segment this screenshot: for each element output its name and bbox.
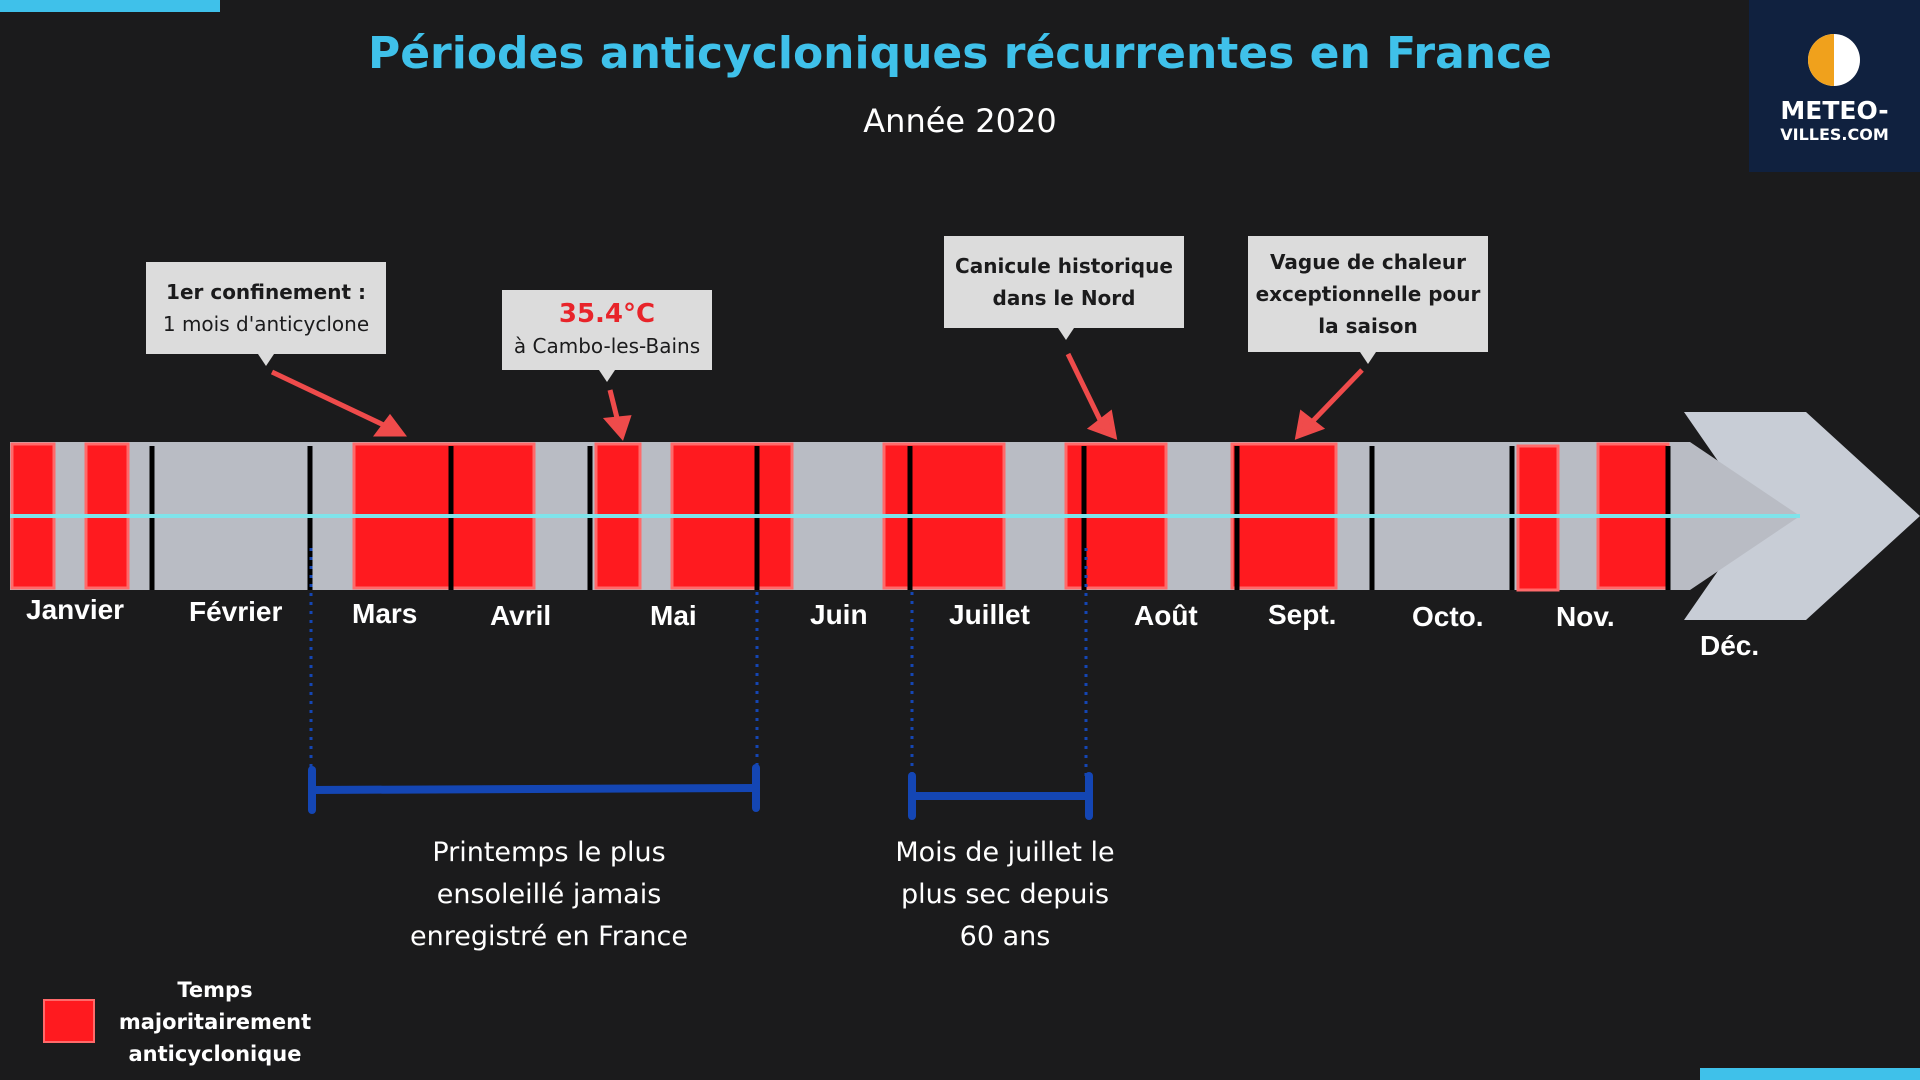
- callout-canicule-line2: dans le Nord: [992, 286, 1136, 310]
- callout-vague-line1: Vague de chaleur: [1270, 250, 1466, 274]
- month-label: Juin: [810, 599, 868, 630]
- printemps-bracket: [308, 764, 760, 814]
- legend-label: Temps majoritairement anticyclonique: [110, 974, 320, 1070]
- callout-pointer: [1360, 352, 1376, 364]
- month-label: Janvier: [26, 594, 125, 625]
- month-label: Mars: [352, 598, 418, 629]
- note-juillet-line2: plus sec depuis: [900, 879, 1110, 910]
- callout-pointer: [258, 354, 274, 366]
- page-title: Périodes anticycloniques récurrentes en …: [367, 28, 1553, 79]
- bottom-accent-bar: [1700, 1068, 1920, 1080]
- note-juillet-line1: Mois de juillet le: [895, 837, 1115, 868]
- logo-text-line1: METEO-: [1780, 96, 1889, 125]
- legend-swatch: [43, 999, 95, 1043]
- month-label: Août: [1134, 600, 1198, 631]
- legend-label-line2: majoritairement: [118, 1010, 312, 1034]
- note-printemps: Printemps le plus ensoleillé jamais enre…: [349, 832, 749, 958]
- note-printemps-line1: Printemps le plus: [432, 837, 666, 868]
- callout-vague-line2: exceptionnelle pour: [1255, 282, 1481, 306]
- callout-pointer: [599, 370, 615, 382]
- callout-vague: Vague de chaleur exceptionnelle pour la …: [1248, 236, 1488, 352]
- callout-arrows: [270, 352, 1364, 441]
- sun-moon-icon: [1808, 34, 1860, 86]
- callout-arrow: [1308, 368, 1364, 426]
- legend-label-line1: Temps: [177, 978, 253, 1002]
- juillet-bracket: [908, 772, 1093, 820]
- callout-confinement-line2: 1 mois d'anticyclone: [162, 312, 370, 336]
- month-label: Février: [189, 596, 283, 627]
- callout-canicule-line1: Canicule historique: [955, 254, 1173, 278]
- callout-confinement-line1: 1er confinement :: [166, 280, 366, 304]
- month-label: Sept.: [1268, 599, 1337, 630]
- timeline-arrowhead: [1684, 412, 1920, 620]
- month-label: Octo.: [1412, 601, 1484, 632]
- month-label: Avril: [490, 600, 552, 631]
- note-juillet-line3: 60 ans: [959, 921, 1051, 952]
- top-accent-bar: [0, 0, 220, 12]
- callout-pointer: [1058, 328, 1074, 340]
- meteo-villes-logo: METEO- VILLES.COM: [1749, 0, 1920, 172]
- month-label: Déc.: [1700, 630, 1760, 661]
- note-printemps-line3: enregistré en France: [410, 921, 688, 952]
- callout-vague-line3: la saison: [1318, 314, 1418, 338]
- callout-canicule: Canicule historique dans le Nord: [944, 236, 1184, 328]
- page-subtitle: Année 2020: [863, 102, 1057, 140]
- note-juillet: Mois de juillet le plus sec depuis 60 an…: [860, 832, 1150, 958]
- logo-text-line2: VILLES.COM: [1780, 125, 1889, 144]
- callout-temperature-place: à Cambo-les-Bains: [513, 334, 701, 358]
- month-label: Juillet: [949, 599, 1030, 630]
- month-label: Mai: [650, 600, 697, 631]
- callout-temperature-value: 35.4°C: [558, 299, 656, 329]
- callout-arrow: [270, 369, 392, 431]
- period-guides: [309, 548, 1088, 778]
- callout-confinement: 1er confinement : 1 mois d'anticyclone: [146, 262, 386, 354]
- legend-label-line3: anticyclonique: [128, 1042, 302, 1066]
- note-printemps-line2: ensoleillé jamais: [436, 879, 662, 910]
- callout-arrow: [1065, 352, 1105, 426]
- callout-temperature: 35.4°C à Cambo-les-Bains: [502, 290, 712, 370]
- month-label: Nov.: [1556, 601, 1615, 632]
